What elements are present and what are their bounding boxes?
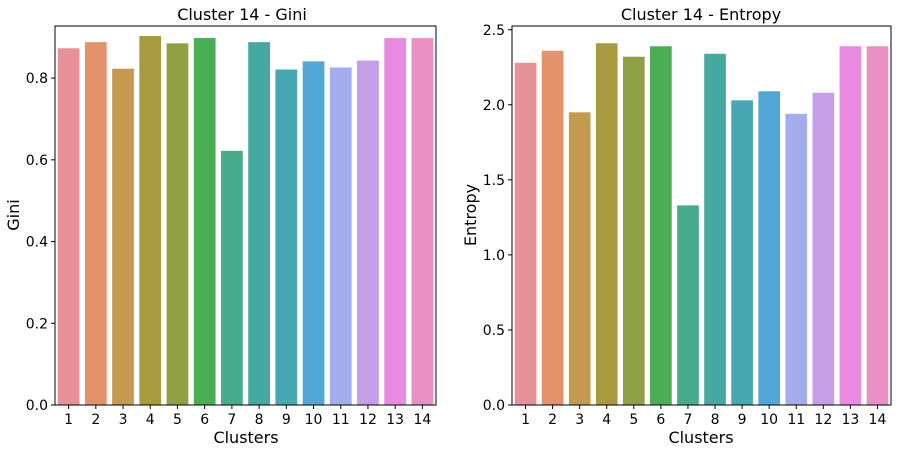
bar-4 <box>139 36 162 405</box>
bar-12 <box>812 92 835 405</box>
y-tick-label: 0.0 <box>26 398 48 414</box>
x-tick-label: 11 <box>787 412 805 428</box>
x-tick-label: 7 <box>227 412 236 428</box>
bar-3 <box>112 68 134 405</box>
x-axis-label: Clusters <box>213 428 278 447</box>
bar-10 <box>302 61 325 405</box>
x-tick-label: 4 <box>602 412 611 428</box>
bar-14 <box>411 38 434 406</box>
x-tick-label: 6 <box>656 412 665 428</box>
x-tick-label: 9 <box>282 412 291 428</box>
bar-6 <box>650 46 672 405</box>
x-tick-label: 2 <box>548 412 557 428</box>
x-tick-label: 12 <box>814 412 832 428</box>
axes-frame <box>54 25 437 406</box>
x-tick-label: 3 <box>119 412 128 428</box>
x-tick-label: 11 <box>332 412 350 428</box>
bar-11 <box>785 113 808 405</box>
x-tick-label: 12 <box>359 412 377 428</box>
bar-1 <box>57 48 80 405</box>
bar-10 <box>758 91 781 406</box>
x-tick-label: 13 <box>841 412 859 428</box>
x-tick-label: 3 <box>575 412 584 428</box>
x-axis-label: Clusters <box>668 428 733 447</box>
x-tick-label: 8 <box>711 412 720 428</box>
x-tick-label: 10 <box>305 412 323 428</box>
bar-9 <box>275 69 298 405</box>
x-tick-label: 7 <box>684 412 693 428</box>
x-tick-label: 1 <box>521 412 530 428</box>
y-tick-label: 2.0 <box>483 98 505 114</box>
x-tick-label: 9 <box>738 412 747 428</box>
bar-13 <box>384 38 407 406</box>
x-tick-label: 4 <box>146 412 155 428</box>
y-tick-label: 0.0 <box>483 398 505 414</box>
bar-8 <box>248 42 270 406</box>
bar-11 <box>329 67 352 406</box>
bar-7 <box>677 205 699 405</box>
bar-4 <box>595 43 618 406</box>
axes-frame <box>511 25 892 406</box>
x-tick-label: 1 <box>64 412 73 428</box>
x-tick-label: 5 <box>629 412 638 428</box>
chart-title: Cluster 14 - Entropy <box>621 5 781 24</box>
bar-9 <box>731 100 753 405</box>
y-tick-label: 2.5 <box>483 23 505 39</box>
x-tick-label: 13 <box>386 412 404 428</box>
bar-2 <box>84 42 107 406</box>
x-tick-label: 6 <box>200 412 209 428</box>
x-tick-label: 14 <box>869 412 887 428</box>
bar-6 <box>193 38 216 406</box>
bar-5 <box>622 56 645 406</box>
y-tick-label: 1.5 <box>483 173 505 189</box>
y-tick-label: 0.8 <box>26 71 48 87</box>
y-axis-label: Entropy <box>461 184 480 246</box>
bar-14 <box>866 46 889 405</box>
bar-8 <box>704 53 726 406</box>
x-tick-label: 2 <box>91 412 100 428</box>
bar-2 <box>541 50 564 406</box>
bar-1 <box>514 62 537 405</box>
x-tick-label: 10 <box>760 412 778 428</box>
x-tick-label: 5 <box>173 412 182 428</box>
bar-7 <box>221 150 243 405</box>
bar-13 <box>839 46 862 405</box>
y-tick-label: 0.6 <box>26 153 48 169</box>
x-tick-label: 8 <box>255 412 264 428</box>
x-tick-label: 14 <box>413 412 431 428</box>
chart-title: Cluster 14 - Gini <box>177 5 307 24</box>
y-tick-label: 0.4 <box>26 235 48 251</box>
bar-12 <box>357 60 379 405</box>
y-axis-label: Gini <box>4 199 23 230</box>
y-tick-label: 0.5 <box>483 323 505 339</box>
y-tick-label: 0.2 <box>26 316 48 332</box>
y-tick-label: 1.0 <box>483 248 505 264</box>
bar-3 <box>568 112 591 405</box>
bar-5 <box>166 43 189 405</box>
